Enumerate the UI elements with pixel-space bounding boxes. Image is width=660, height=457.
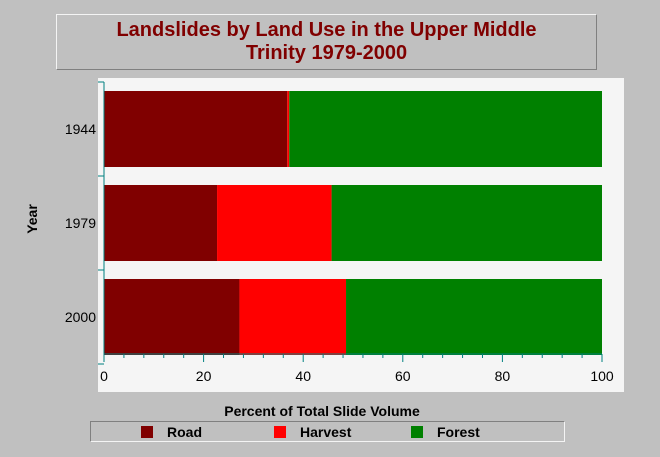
y-axis-title: Year bbox=[24, 204, 40, 234]
y-tick-label-1979: 1979 bbox=[65, 215, 96, 231]
bar-road-1944 bbox=[104, 91, 288, 167]
bar-road-2000 bbox=[104, 279, 240, 355]
legend-label-forest: Forest bbox=[437, 424, 480, 440]
legend-swatch-road bbox=[141, 426, 153, 438]
axes-layer: 1944 1979 2000 0 20 40 60 80 100 bbox=[65, 81, 614, 384]
legend-swatch-harvest bbox=[274, 426, 286, 438]
bar-harvest-1944 bbox=[287, 91, 290, 167]
bars-layer bbox=[104, 91, 602, 355]
legend: Road Harvest Forest bbox=[90, 421, 565, 442]
x-tick-label-60: 60 bbox=[395, 368, 411, 384]
bar-forest-1944 bbox=[289, 91, 602, 167]
bar-harvest-2000 bbox=[239, 279, 347, 355]
legend-item-road: Road bbox=[141, 424, 202, 440]
y-tick-label-1944: 1944 bbox=[65, 121, 96, 137]
y-tick-label-2000: 2000 bbox=[65, 309, 96, 325]
x-tick-label-100: 100 bbox=[590, 368, 614, 384]
legend-label-road: Road bbox=[167, 424, 202, 440]
legend-item-forest: Forest bbox=[411, 424, 480, 440]
x-axis-title: Percent of Total Slide Volume bbox=[224, 403, 420, 419]
bar-forest-1979 bbox=[331, 185, 602, 261]
x-tick-label-40: 40 bbox=[295, 368, 311, 384]
legend-item-harvest: Harvest bbox=[274, 424, 351, 440]
x-tick-label-0: 0 bbox=[100, 368, 108, 384]
bar-road-1979 bbox=[104, 185, 218, 261]
x-tick-label-80: 80 bbox=[495, 368, 511, 384]
legend-swatch-forest bbox=[411, 426, 423, 438]
bar-harvest-1979 bbox=[217, 185, 332, 261]
legend-label-harvest: Harvest bbox=[300, 424, 352, 440]
chart-title-box: Landslides by Land Use in the Upper Midd… bbox=[56, 14, 597, 70]
x-tick-label-20: 20 bbox=[196, 368, 212, 384]
bar-forest-2000 bbox=[346, 279, 602, 355]
chart-title: Landslides by Land Use in the Upper Midd… bbox=[116, 19, 537, 64]
